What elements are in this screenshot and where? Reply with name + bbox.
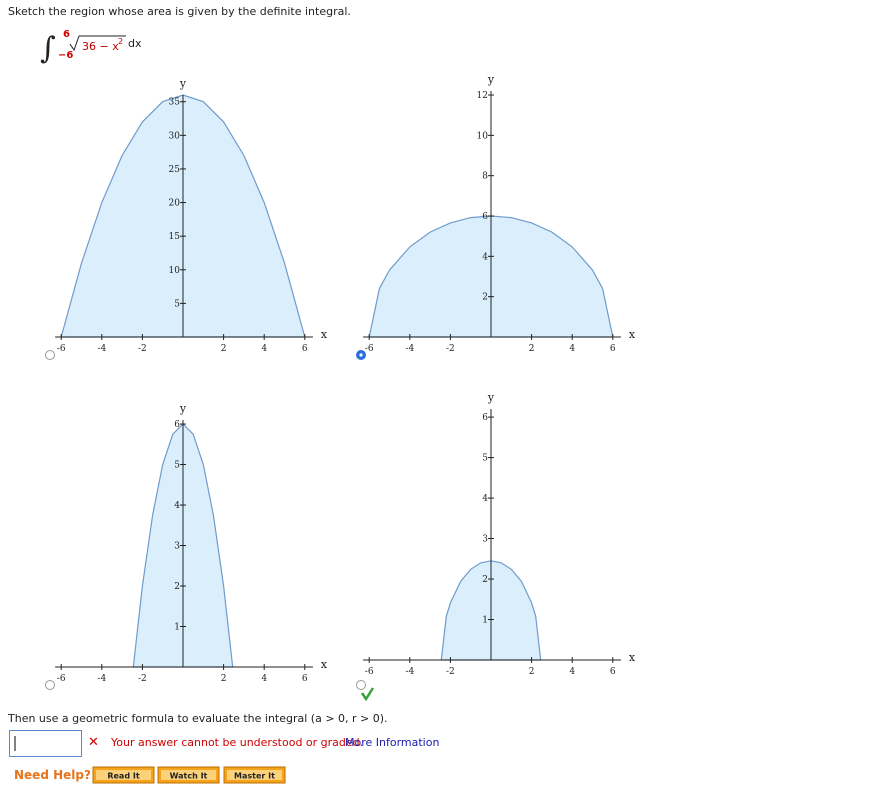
x-tick-label: -2: [446, 344, 455, 354]
y-tick-label: 4: [174, 501, 180, 511]
help-button-label: Read It: [107, 772, 139, 781]
y-tick-label: 4: [482, 252, 488, 262]
x-tick-label: 6: [610, 667, 616, 677]
x-tick-label: 6: [302, 344, 308, 354]
help-button-face: [96, 770, 151, 780]
radio[interactable]: [45, 680, 55, 690]
help-button-label: Watch It: [170, 772, 208, 781]
y-tick-label: 5: [174, 299, 180, 309]
integral-sign: ∫: [40, 31, 56, 66]
y-tick-label: 5: [174, 461, 180, 471]
x-tick-label: -2: [138, 344, 147, 354]
y-tick-label: 15: [169, 232, 181, 242]
y-tick-label: 1: [174, 623, 180, 633]
y-tick-label: 2: [482, 293, 488, 303]
radio[interactable]: [45, 350, 55, 360]
radical: [69, 35, 126, 52]
y-tick-label: 10: [477, 131, 489, 141]
x-axis-label: x: [321, 658, 328, 671]
y-tick-label: 30: [169, 131, 181, 141]
x-tick-label: 4: [261, 674, 267, 684]
x-tick-label: -6: [57, 344, 66, 354]
x-tick-label: -4: [97, 674, 106, 684]
y-tick-label: 8: [482, 172, 488, 182]
y-tick-label: 2: [174, 582, 180, 592]
x-tick-label: -6: [365, 344, 374, 354]
x-tick-label: 4: [569, 667, 575, 677]
x-axis-label: x: [629, 328, 636, 341]
help-button-label: Master It: [234, 772, 275, 781]
help-button-face: [227, 770, 282, 780]
x-tick-label: -6: [365, 667, 374, 677]
x-tick-label: 4: [261, 344, 267, 354]
y-tick-label: 6: [482, 413, 488, 423]
y-tick-label: 12: [477, 91, 488, 101]
y-tick-label: 3: [482, 535, 488, 545]
help-label: Need Help?: [14, 768, 91, 782]
y-tick-label: 3: [174, 542, 180, 552]
prompt: Sketch the region whose area is given by…: [8, 5, 351, 18]
y-tick-label: 1: [482, 616, 488, 626]
x-tick-label: -2: [446, 667, 455, 677]
x-tick-label: 6: [610, 344, 616, 354]
differential: dx: [128, 37, 142, 50]
x-tick-label: 6: [302, 674, 308, 684]
y-axis-label: y: [487, 391, 495, 404]
upper-limit: 6: [63, 29, 70, 40]
radio-dot: [359, 353, 363, 357]
x-tick-label: 2: [529, 344, 535, 354]
answer-input[interactable]: [9, 730, 82, 757]
error-icon: ✕: [88, 735, 99, 750]
radicand: 36 − x: [82, 40, 119, 53]
exponent: 2: [118, 37, 123, 46]
y-tick-label: 6: [482, 212, 488, 222]
x-tick-label: -2: [138, 674, 147, 684]
y-axis-label: y: [179, 77, 187, 90]
radio[interactable]: [356, 680, 366, 690]
check-icon: [360, 687, 375, 702]
y-tick-label: 10: [169, 266, 181, 276]
y-tick-label: 20: [169, 199, 181, 209]
x-tick-label: 2: [221, 344, 227, 354]
y-axis-label: y: [487, 73, 495, 86]
x-tick-label: -6: [57, 674, 66, 684]
x-tick-label: 2: [529, 667, 535, 677]
y-tick-label: 5: [482, 454, 488, 464]
y-tick-label: 25: [169, 165, 181, 175]
followup: Then use a geometric formula to evaluate…: [7, 712, 388, 725]
help-button-face: [161, 770, 216, 780]
y-tick-label: 4: [482, 494, 488, 504]
y-axis-label: y: [179, 402, 187, 415]
x-tick-label: 2: [221, 674, 227, 684]
x-tick-label: 4: [569, 344, 575, 354]
x-axis-label: x: [629, 651, 636, 664]
y-tick-label: 6: [174, 420, 180, 430]
x-axis-label: x: [321, 328, 328, 341]
y-tick-label: 2: [482, 575, 488, 585]
lower-limit: −6: [58, 50, 73, 61]
feedback-message: Your answer cannot be understood or grad…: [110, 736, 363, 749]
x-tick-label: -4: [97, 344, 106, 354]
x-tick-label: -4: [405, 344, 414, 354]
y-tick-label: 35: [169, 98, 181, 108]
more-info-link[interactable]: More Information: [345, 736, 439, 749]
x-tick-label: -4: [405, 667, 414, 677]
